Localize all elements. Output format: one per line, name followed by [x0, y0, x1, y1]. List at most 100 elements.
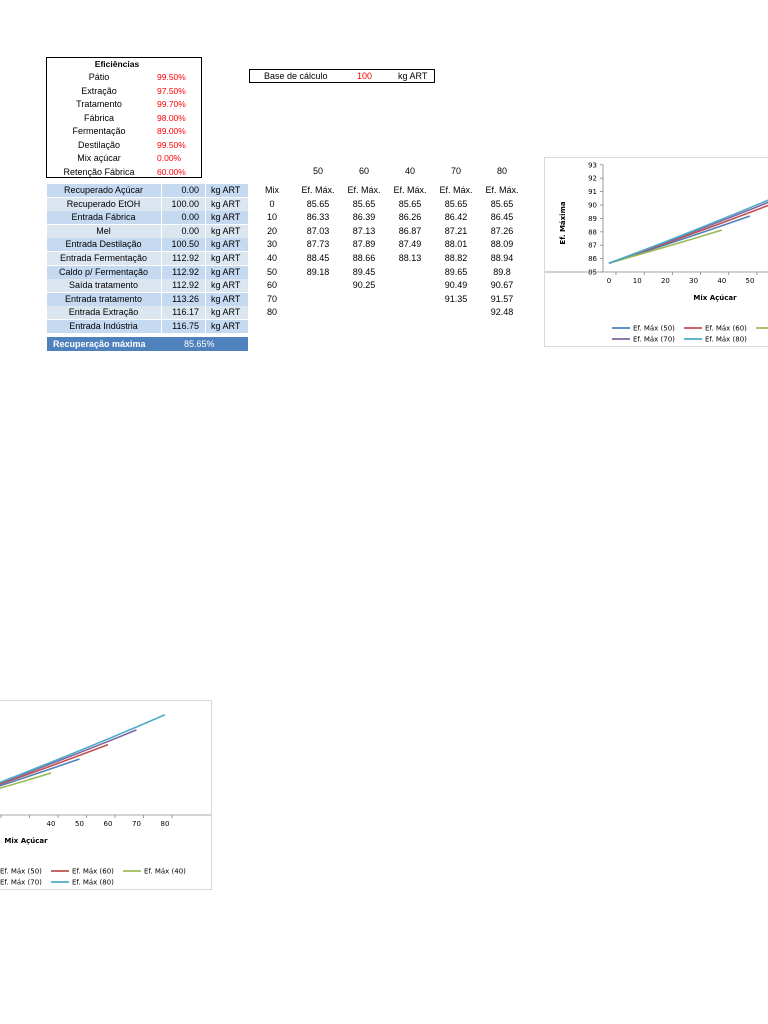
retention-header: 40 — [404, 166, 415, 176]
mix-cell: 88.94 — [490, 252, 514, 263]
base-calculo-box: Base de cálculo 100 kg ART — [249, 69, 435, 83]
x-tick-label: 60 — [104, 820, 113, 828]
balance-unit: kg ART — [211, 239, 241, 250]
eficiencia-value[interactable]: 0.00% — [157, 153, 182, 163]
x-tick-label: 70 — [132, 820, 141, 828]
column-separator — [161, 292, 162, 306]
mix-cell: 87.73 — [306, 239, 330, 250]
mix-cell: 86.42 — [444, 212, 468, 223]
legend-label: Ef. Máx (80) — [705, 336, 747, 344]
mix-cell: 89.18 — [306, 266, 330, 277]
y-tick-label: 88 — [588, 228, 597, 236]
mix-cell: 89.8 — [493, 266, 511, 277]
legend-label: Ef. Máx (60) — [705, 325, 747, 333]
eficiencia-label: Destilação — [77, 139, 121, 150]
x-tick-label: 50 — [746, 277, 755, 285]
eficiencia-value[interactable]: 98.00% — [157, 112, 186, 123]
balance-label: Entrada Indústria — [69, 321, 138, 331]
mix-column-header: Ef. Máx. — [393, 185, 427, 195]
legend-label: Ef. Máx (60) — [72, 868, 114, 876]
balance-value: 116.17 — [172, 307, 199, 318]
mix-cell: 86.39 — [352, 212, 376, 223]
x-tick-label: 40 — [717, 277, 726, 285]
mix-cell: 90.67 — [490, 280, 514, 291]
series-line — [0, 758, 80, 787]
base-calculo-unit: kg ART — [398, 71, 428, 81]
balance-row: Entrada tratamento 113.26 kg ART — [47, 292, 248, 306]
mix-column-header: Ef. Máx. — [347, 185, 381, 195]
mix-column-header: Ef. Máx. — [439, 185, 473, 195]
eficiencia-row: Tratamento 99.70% — [47, 98, 203, 111]
mix-cell: 20 — [266, 225, 277, 236]
legend-label: Ef. Máx (70) — [0, 879, 42, 887]
eficiencia-label: Fermentação — [72, 126, 126, 136]
balance-label: Recuperado EtOH — [66, 198, 141, 209]
recuperacao-maxima-label: Recuperação máxima — [53, 339, 146, 349]
balance-row: Entrada Fermentação 112.92 kg ART — [47, 252, 248, 265]
mix-cell — [388, 306, 432, 319]
mix-cell: 89.65 — [444, 266, 468, 277]
balance-value: 112.92 — [172, 266, 199, 277]
mix-cell: 87.21 — [444, 225, 468, 236]
eficiencia-value[interactable]: 99.50% — [157, 139, 186, 150]
eficiencia-value[interactable]: 99.50% — [157, 72, 186, 82]
chart-panel-right[interactable]: 85868788899091929301020304050607080Ef. M… — [544, 157, 768, 347]
retention-header: 50 — [312, 166, 323, 176]
mix-cell: 87.13 — [352, 225, 376, 236]
eficiencia-row: Extração 97.50% — [47, 85, 203, 98]
mix-cell: 85.65 — [306, 198, 330, 209]
mix-cell: 88.01 — [444, 239, 468, 250]
series-line — [608, 201, 768, 265]
mix-cell: 91.35 — [444, 293, 468, 304]
mix-cell: 91.57 — [490, 293, 514, 304]
mix-cell: 85.65 — [352, 198, 376, 209]
base-calculo-label: Base de cálculo — [264, 71, 328, 81]
chart-svg-left: 40 50 60 70 80 Mix Açúcar Ef. Máx (50) Ef. Máx … — [0, 714, 211, 887]
eficiencia-label: Mix açúcar — [77, 153, 121, 163]
mix-column-header: Mix — [265, 185, 279, 195]
balance-unit: kg ART — [211, 253, 241, 263]
balance-row: Recuperado EtOH 100.00 kg ART — [47, 197, 248, 211]
column-separator — [205, 184, 206, 197]
mix-cell: 50 — [266, 266, 277, 277]
balance-label: Entrada Destilação — [65, 239, 142, 250]
balance-row: Entrada Fábrica 0.00 kg ART — [47, 211, 248, 225]
eficiencia-row: Destilação 99.50% — [47, 139, 203, 152]
x-tick-label: 80 — [161, 820, 170, 828]
mix-cell: 87.03 — [306, 225, 330, 236]
balance-row: Entrada Extração 116.17 kg ART — [47, 306, 248, 320]
balance-unit: kg ART — [211, 185, 241, 195]
balance-value: 100.00 — [171, 198, 199, 209]
eficiencia-value[interactable]: 89.00% — [157, 126, 186, 136]
retention-header: 80 — [496, 166, 507, 176]
balance-label: Entrada Fábrica — [71, 212, 136, 223]
eficiencia-value[interactable]: 60.00% — [157, 166, 186, 177]
chart-panel-left[interactable]: 40 50 60 70 80 Mix Açúcar Ef. Máx (50) Ef. Máx … — [0, 700, 212, 890]
balance-unit: kg ART — [211, 225, 241, 236]
mix-cell — [342, 306, 386, 319]
mix-cell: 85.65 — [444, 198, 468, 209]
balance-row: Entrada Destilação 100.50 kg ART — [47, 238, 248, 252]
mix-cell: 80 — [266, 307, 277, 318]
balance-unit: kg ART — [211, 321, 241, 331]
balance-unit: kg ART — [211, 307, 241, 318]
x-tick-label: 50 — [75, 820, 84, 828]
eficiencia-value[interactable]: 97.50% — [157, 85, 186, 96]
eficiencia-value[interactable]: 99.70% — [157, 99, 186, 109]
eficiencia-label: Tratamento — [76, 99, 122, 109]
column-separator — [205, 265, 206, 279]
base-calculo-value[interactable]: 100 — [357, 71, 373, 81]
y-tick-label: 92 — [588, 175, 597, 183]
mix-cell: 86.33 — [306, 212, 330, 223]
eficiencias-title: Eficiências — [94, 59, 140, 69]
x-tick-label: 40 — [47, 820, 56, 828]
mix-cell: 10 — [266, 212, 277, 223]
mix-cell: 88.45 — [306, 252, 330, 263]
column-separator — [205, 238, 206, 252]
y-tick-label: 89 — [588, 215, 597, 223]
eficiencia-label: Pátio — [88, 72, 110, 82]
mix-cell — [296, 306, 340, 319]
mix-cell — [434, 306, 478, 319]
balance-value: 100.50 — [171, 239, 199, 250]
series-line — [0, 772, 52, 790]
